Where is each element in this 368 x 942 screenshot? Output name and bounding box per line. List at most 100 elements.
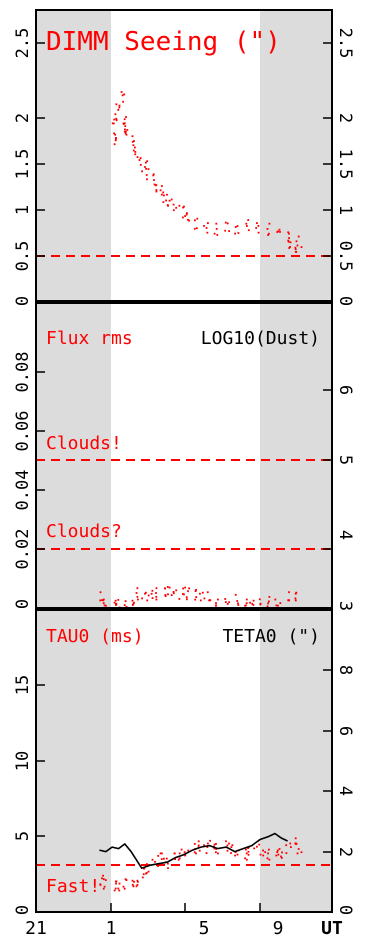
data-point [115, 880, 118, 883]
night-band-right [260, 610, 332, 912]
data-point [155, 587, 158, 590]
right-tick-labels: 3 4 5 6 [335, 385, 355, 611]
data-point [113, 601, 116, 604]
left-tick-label: 2 [13, 113, 33, 123]
data-point [102, 598, 105, 601]
data-point [278, 848, 281, 850]
data-point [193, 851, 196, 854]
data-point [294, 246, 297, 249]
data-point [206, 231, 209, 234]
data-point [137, 880, 139, 883]
right-tick-labels: 0 2 4 6 8 [335, 665, 355, 915]
data-point [257, 231, 260, 234]
data-point [183, 205, 185, 208]
data-point [195, 852, 197, 855]
series-tau0-dots [99, 837, 303, 892]
data-point [151, 597, 154, 599]
data-point [146, 599, 149, 602]
data-point [268, 848, 270, 851]
data-point [178, 852, 181, 855]
data-point [142, 873, 145, 876]
data-point [225, 840, 227, 843]
data-point [115, 117, 118, 120]
x-tick-labels: 21 1 5 9 [25, 918, 283, 939]
data-point [132, 885, 135, 888]
data-point [245, 858, 248, 861]
data-point [155, 189, 158, 191]
data-point [144, 166, 146, 168]
data-point [245, 848, 247, 851]
panel-flux: Flux rms LOG10(Dust) Clouds! Clouds? 0 0… [13, 302, 355, 611]
threshold-label-fast: Fast! [46, 876, 100, 897]
data-point [217, 852, 219, 855]
data-point [117, 109, 120, 111]
left-tick-label: 15 [13, 675, 33, 695]
data-point [186, 598, 188, 601]
data-point [123, 604, 126, 606]
data-point [145, 591, 147, 594]
data-point [141, 876, 144, 879]
data-point [184, 586, 186, 589]
data-point [155, 592, 157, 594]
data-point [115, 137, 117, 139]
data-point [289, 842, 292, 845]
data-point [125, 606, 128, 608]
data-point [146, 160, 149, 163]
data-point [294, 599, 297, 602]
x-tick-label: 9 [273, 918, 284, 939]
data-point [124, 130, 127, 133]
data-point [133, 880, 135, 883]
data-point [118, 889, 121, 892]
data-point [123, 118, 126, 121]
data-point [188, 587, 190, 590]
data-point [252, 604, 255, 606]
data-point [279, 602, 282, 604]
data-point [279, 231, 281, 233]
left-axis-ticks [36, 684, 45, 913]
data-point [157, 865, 159, 867]
data-point [226, 849, 229, 852]
series-dots-seeing [111, 91, 303, 253]
data-point [167, 867, 169, 870]
data-point [294, 837, 297, 840]
data-point [146, 178, 148, 181]
data-point [120, 91, 123, 93]
data-point [123, 93, 126, 96]
data-point [135, 592, 138, 594]
data-point [251, 602, 254, 605]
left-tick-label: 2.5 [13, 28, 33, 59]
night-band-left [36, 303, 111, 608]
data-point [257, 225, 260, 227]
data-point [147, 870, 150, 873]
data-point [267, 602, 269, 605]
data-point [177, 858, 180, 861]
data-point [216, 234, 219, 236]
data-point [102, 874, 104, 877]
data-point [180, 848, 183, 851]
data-point [285, 844, 288, 847]
data-point [104, 879, 107, 881]
data-point [167, 593, 169, 596]
data-point [124, 128, 126, 131]
data-point [159, 852, 162, 855]
data-point [236, 600, 239, 602]
data-point [207, 842, 209, 845]
data-point [234, 226, 237, 228]
data-point [115, 119, 118, 122]
data-point [230, 846, 233, 848]
data-point [295, 251, 298, 253]
data-point [213, 843, 216, 846]
data-point [141, 597, 143, 600]
data-point [266, 605, 269, 608]
data-point [165, 857, 168, 860]
data-point [136, 883, 139, 886]
left-tick-label: 0.02 [13, 529, 33, 570]
right-tick-label: 4 [335, 786, 355, 796]
data-point [203, 597, 206, 600]
data-point [268, 600, 270, 603]
data-point [290, 846, 292, 848]
data-point [168, 199, 171, 202]
data-point [262, 854, 265, 857]
data-point [294, 597, 297, 600]
